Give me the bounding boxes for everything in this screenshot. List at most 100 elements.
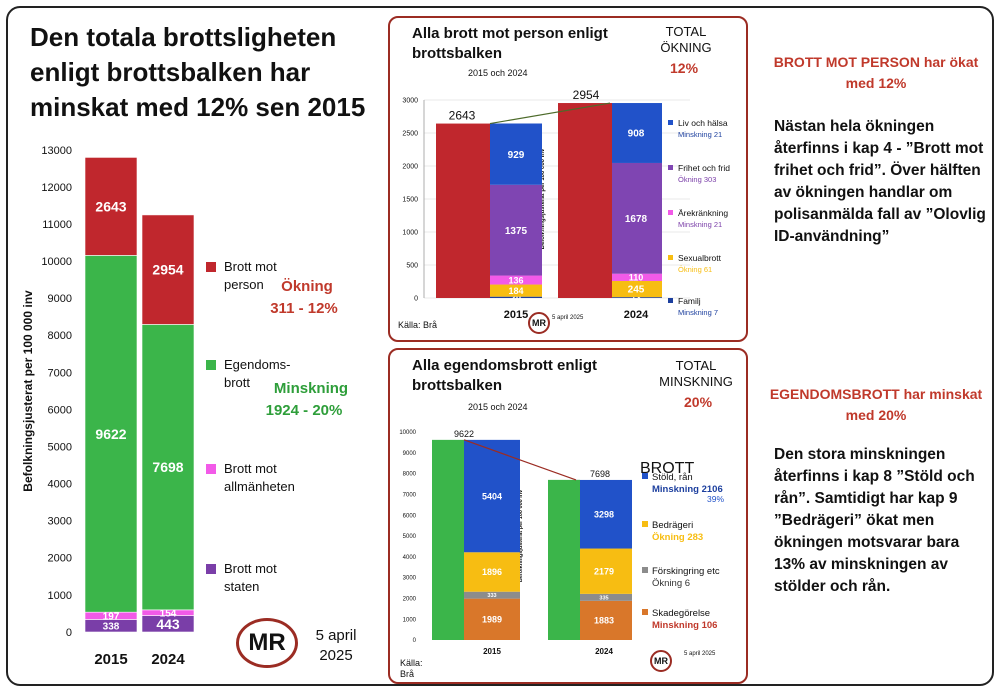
main-data-label: 2643 (95, 198, 126, 214)
property-mr-logo: MR (650, 650, 672, 672)
person-legend-change: Ökning 61 (678, 265, 712, 274)
person-source: Källa: Brå (398, 320, 438, 330)
person-legend-label: Frihet och frid (678, 163, 730, 173)
person-total-bar (436, 123, 490, 298)
person-stacked-bar-chart: Befolkningsjusterat per 100 000 inv05001… (402, 88, 730, 321)
person-data-label: 1375 (505, 226, 528, 237)
property-data-label: 335 (599, 595, 608, 601)
main-y-tick-label: 2000 (48, 553, 72, 565)
person-bar-segment (610, 103, 662, 163)
property-bar-segment (464, 591, 520, 599)
main-x-tick-label: 2015 (94, 651, 127, 668)
property-panel-title: Alla egendomsbrott enligt brottsbalken (412, 357, 598, 394)
legend-label-state: Brott mot staten (224, 561, 277, 594)
person-total-bar (558, 103, 612, 298)
person-legend-swatch (668, 255, 673, 260)
property-y-tick-label: 1000 (403, 617, 417, 623)
property-legend-swatch (642, 521, 648, 527)
person-data-label: 13 (631, 293, 641, 303)
property-bar-segment (464, 439, 520, 553)
property-legend-swatch (642, 567, 648, 573)
property-brott-label: BROTT (640, 460, 695, 477)
property-legend-label: Skadegörelse (652, 608, 710, 619)
property-data-label: 1989 (482, 615, 502, 625)
person-mr-logo-text: MR (532, 318, 546, 328)
main-y-tick-label: 7000 (48, 367, 72, 379)
person-data-label: 929 (508, 150, 525, 161)
legend-item-state: Brott mot staten (206, 560, 306, 596)
person-legend-swatch (668, 120, 673, 125)
property-data-label: 2179 (594, 566, 614, 576)
property-data-label: 1896 (482, 567, 502, 577)
property-total-value: 20% (684, 394, 713, 410)
mr-logo-text: MR (248, 629, 286, 656)
main-y-tick-label: 3000 (48, 516, 72, 528)
person-summary-text: Nästan hela ökningen återfinns i kap 4 -… (774, 118, 986, 245)
person-legend-label: Sexualbrott (678, 253, 722, 263)
legend-label-public: Brott mot allmänheten (224, 461, 295, 494)
person-panel-title: Alla brott mot person enligt brottsbalke… (412, 25, 608, 62)
person-trend-line (489, 102, 611, 125)
person-bar-segment (490, 296, 542, 298)
person-legend-change: Minskning 21 (678, 220, 722, 229)
legend-swatch-person (206, 262, 216, 272)
property-y-tick-label: 8000 (403, 472, 417, 478)
property-bar-segment (464, 552, 520, 592)
person-bar-segment (490, 123, 542, 185)
person-total-label: TOTAL ÖKNING (660, 24, 712, 55)
property-bar-segment (576, 593, 632, 601)
property-total-label: TOTAL MINSKNING (659, 358, 733, 389)
main-y-tick-label: 9000 (48, 293, 72, 305)
property-source: Källa: Brå (400, 658, 423, 679)
property-bar-segment (576, 600, 632, 640)
person-summary-heading: BROTT MOT PERSON har ökat med 12% (773, 54, 979, 91)
property-legend-change: Ökning 6 (652, 578, 690, 589)
property-legend-label: Stöld, rån (652, 472, 693, 483)
person-y-tick-label: 1500 (402, 196, 418, 203)
property-x-tick-label: 2024 (595, 647, 613, 656)
property-trend-line (463, 439, 577, 481)
person-y-tick-label: 2500 (402, 130, 418, 137)
main-y-axis-label: Befolkningsjusterat per 100 000 inv (21, 290, 35, 492)
person-bar-segment (610, 280, 662, 298)
property-y-tick-label: 4000 (403, 555, 417, 561)
property-logo-date: 5 april 2025 (684, 651, 716, 657)
person-legend-swatch (668, 298, 673, 303)
person-y-tick-label: 1000 (402, 229, 418, 236)
page-title: Den totala brottsligheten enligt brottsb… (30, 22, 366, 122)
property-bar-segment (464, 598, 520, 640)
main-y-tick-label: 10000 (41, 256, 72, 268)
legend-change-value-person: 311 - 12% (270, 300, 338, 317)
property-total-bar (548, 479, 580, 640)
property-x-tick-label: 2015 (483, 647, 501, 656)
main-bar-segment (141, 214, 195, 325)
legend-label-person: Brott mot person (224, 259, 277, 292)
person-data-label: 245 (628, 285, 645, 296)
person-legend-change: Minskning 7 (678, 308, 718, 317)
person-total-label: 2643 (449, 109, 476, 123)
property-total-label: 9622 (454, 429, 474, 439)
legend-item-person: Brott mot person (206, 258, 316, 294)
main-y-tick-label: 1000 (48, 590, 72, 602)
property-stacked-bar-chart: Befolkningsjusterat per 100 000 inv 0 1000… (399, 429, 724, 656)
infographic-frame (6, 6, 994, 686)
person-data-label: 184 (508, 286, 523, 296)
property-legend-label: Förskingring etc (652, 566, 720, 577)
property-y-tick-label: 3000 (403, 576, 417, 582)
legend-swatch-property (206, 360, 216, 370)
main-data-label: 7698 (152, 459, 183, 475)
person-panel-subtitle: 2015 och 2024 (468, 68, 528, 78)
person-logo-date: 5 april 2025 (552, 315, 584, 321)
property-crimes-panel: Alla egendomsbrott enligt brottsbalken 2… (388, 348, 748, 684)
main-y-tick-label: 0 (66, 627, 72, 639)
property-legend-change: Minskning 106 (652, 620, 717, 631)
legend-change-word-property: Minskning (273, 380, 349, 397)
person-y-tick-label: 2000 (402, 163, 418, 170)
legend-item-public: Brott mot allmänheten (206, 460, 306, 496)
person-data-label: 110 (629, 273, 644, 283)
person-bar-segment (610, 273, 662, 281)
main-bar-segment (84, 157, 138, 256)
main-data-label: 443 (156, 616, 180, 632)
property-data-label: 333 (487, 593, 496, 599)
property-legend-change: Minskning 2106 (652, 484, 723, 495)
